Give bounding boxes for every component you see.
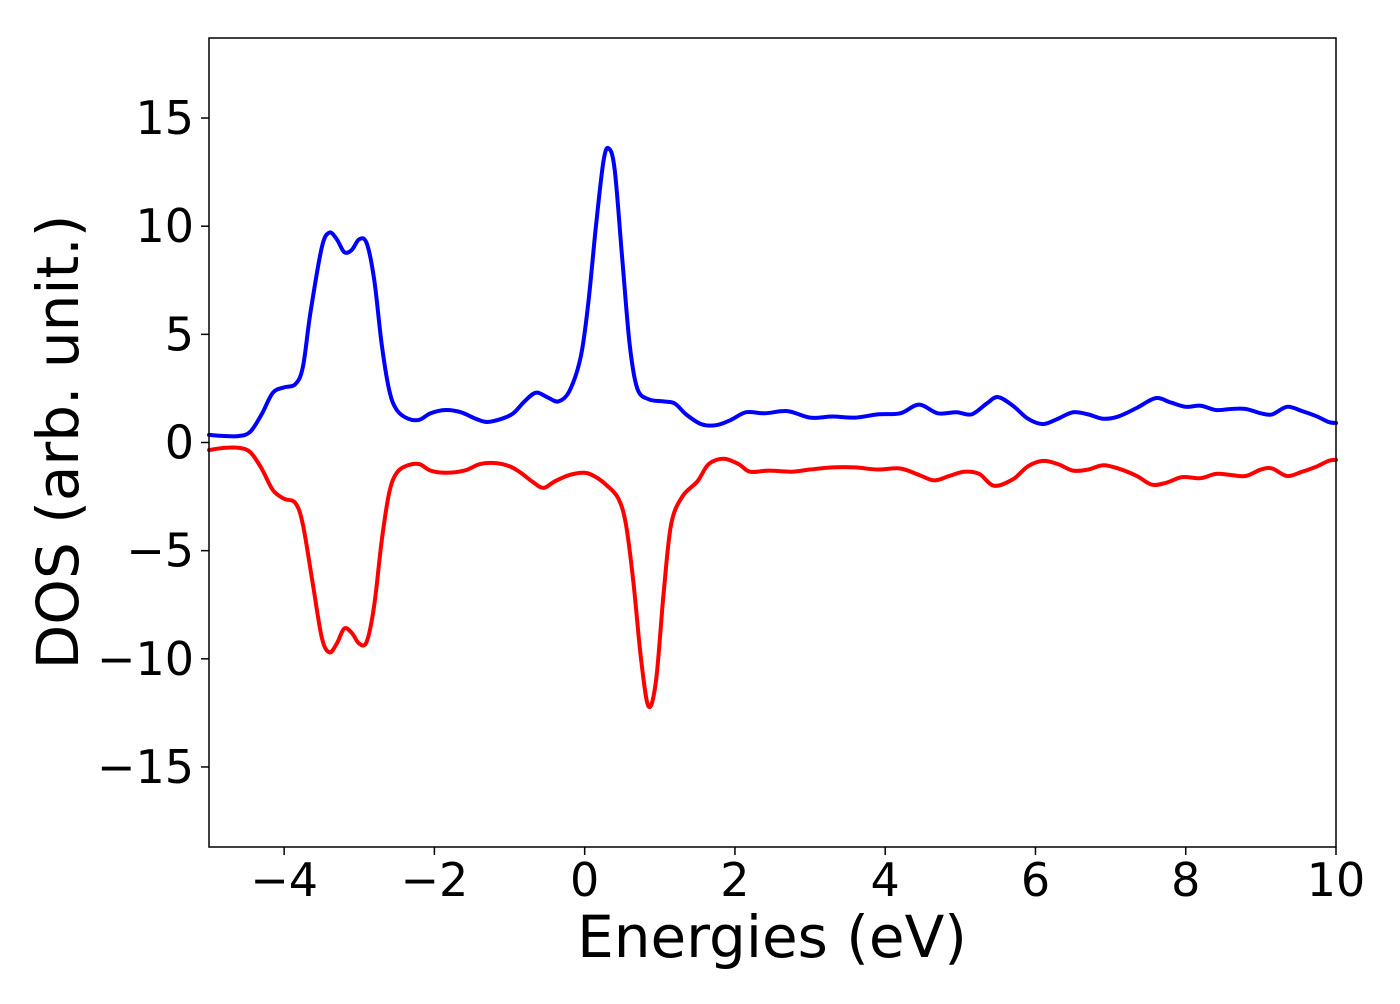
y-tick-label: −5 xyxy=(126,524,194,578)
x-tick-label: −2 xyxy=(400,853,468,907)
y-tick-label: 5 xyxy=(165,307,194,361)
x-tick-label: 2 xyxy=(720,853,749,907)
y-tick-label: 10 xyxy=(135,199,194,253)
dos-series-0-line xyxy=(207,145,1338,439)
y-tick-label: −10 xyxy=(97,632,194,686)
y-tick-label: 15 xyxy=(135,91,194,145)
x-axis-label: Energies (eV) xyxy=(577,903,967,971)
y-tick-label: −15 xyxy=(97,740,194,794)
x-tick-label: 8 xyxy=(1171,853,1200,907)
x-tick-label: 6 xyxy=(1021,853,1050,907)
y-axis-label: DOS (arb. unit.) xyxy=(24,215,92,670)
series-layer xyxy=(207,145,1338,710)
dos-series-1-line xyxy=(207,445,1338,710)
x-tick-label: 10 xyxy=(1307,853,1366,907)
x-tick-label: −4 xyxy=(250,853,318,907)
plot-frame xyxy=(208,37,1337,848)
y-axis-ticks: 15 10 5 0 −5 −10 −15 xyxy=(97,91,209,794)
x-tick-label: 0 xyxy=(570,853,599,907)
x-axis-ticks: −4 −2 0 2 4 6 8 10 xyxy=(250,847,1365,907)
x-tick-label: 4 xyxy=(871,853,900,907)
y-tick-label: 0 xyxy=(165,416,194,470)
